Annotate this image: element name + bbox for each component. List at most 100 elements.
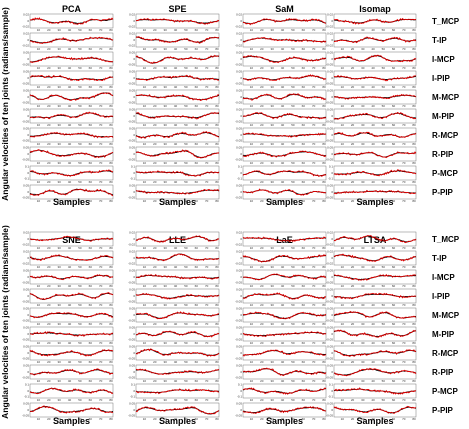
x-tick-label: 40: [371, 379, 375, 383]
x-tick-label: 10: [250, 379, 254, 383]
x-tick-label: 40: [68, 104, 72, 108]
x-tick-label: 60: [392, 265, 396, 269]
x-tick-label: 30: [270, 28, 274, 32]
x-tick-label: 50: [382, 341, 386, 345]
x-tick-label: 70: [402, 161, 406, 165]
x-tick-label: 70: [312, 398, 316, 402]
x-tick-label: 20: [260, 303, 264, 307]
x-tick-label: 70: [312, 303, 316, 307]
y-tick-label: 0: [331, 38, 333, 42]
subplot-frame: [29, 402, 114, 418]
x-tick-label: 40: [174, 284, 178, 288]
estimated-series-line: [242, 236, 327, 243]
y-tick-label: -0.05: [128, 357, 135, 361]
subplot-frame: [135, 70, 220, 86]
estimated-series-line: [29, 368, 114, 376]
y-tick-label: -0.05: [326, 281, 333, 285]
x-tick-label: 80: [215, 417, 219, 421]
x-tick-label: 10: [37, 284, 41, 288]
y-tick-label: 0.05: [23, 89, 29, 93]
estimated-series-line: [135, 188, 220, 195]
y-tick-label: 0.02: [236, 32, 242, 36]
joint-label-p-pip: P-PIP: [432, 406, 454, 415]
x-tick-label: 60: [392, 161, 396, 165]
x-tick-label: 70: [205, 47, 209, 51]
x-tick-label: 60: [302, 360, 306, 364]
y-tick-label: 0.05: [327, 288, 333, 292]
x-tick-label: 60: [89, 104, 93, 108]
x-tick-label: 50: [78, 104, 82, 108]
estimated-series-line: [135, 170, 220, 177]
x-tick-label: 10: [143, 360, 147, 364]
subplot-frame: [242, 165, 327, 181]
subplot-frame: [242, 13, 327, 29]
x-tick-label: 30: [163, 398, 167, 402]
x-tick-label: 50: [184, 322, 188, 326]
y-tick-label: -0.02: [22, 262, 29, 266]
x-tick-label: 60: [302, 66, 306, 70]
x-tick-label: 80: [215, 284, 219, 288]
x-tick-label: 20: [153, 398, 157, 402]
x-tick-label: 30: [361, 161, 365, 165]
y-tick-label: -0.05: [326, 63, 333, 67]
y-tick-label: -0.02: [235, 243, 242, 247]
subplot-frame: [333, 70, 417, 86]
x-tick-label: 40: [281, 265, 285, 269]
x-tick-label: 80: [322, 398, 326, 402]
x-tick-label: 20: [351, 246, 355, 250]
x-tick-label: 70: [99, 379, 103, 383]
y-tick-label: 0: [331, 294, 333, 298]
x-tick-label: 70: [312, 66, 316, 70]
y-tick-label: -0.02: [22, 44, 29, 48]
x-tick-label: 80: [215, 265, 219, 269]
y-tick-label: -0.02: [326, 44, 333, 48]
method-title-ltsa: LTSA: [364, 235, 387, 245]
x-tick-label: 20: [47, 85, 51, 89]
x-tick-label: 20: [47, 161, 51, 165]
y-tick-label: 0: [27, 19, 29, 23]
y-tick-label: 0.05: [236, 364, 242, 368]
y-tick-label: 0.02: [327, 32, 333, 36]
x-tick-label: 60: [89, 322, 93, 326]
x-tick-label: 30: [270, 265, 274, 269]
x-tick-label: 20: [351, 265, 355, 269]
y-tick-label: 0.05: [236, 345, 242, 349]
x-tick-label: 50: [78, 360, 82, 364]
x-tick-label: 40: [371, 199, 375, 203]
x-tick-label: 40: [281, 398, 285, 402]
x-tick-label: 10: [341, 66, 345, 70]
y-tick-label: 0.05: [236, 269, 242, 273]
x-tick-label: 10: [37, 104, 41, 108]
estimated-series-line: [333, 367, 417, 377]
y-tick-label: 0: [27, 370, 29, 374]
method-title-sne: SNE: [62, 235, 81, 245]
y-tick-label: 0: [240, 313, 242, 317]
y-tick-label: -0.02: [235, 44, 242, 48]
x-tick-label: 80: [109, 246, 113, 250]
y-tick-label: 0.02: [327, 231, 333, 235]
x-tick-label: 20: [351, 417, 355, 421]
x-tick-label: 80: [412, 161, 416, 165]
subplot-frame: [242, 89, 327, 105]
x-tick-label: 70: [402, 379, 406, 383]
x-tick-label: 60: [195, 398, 199, 402]
x-tick-label: 10: [250, 123, 254, 127]
subplot-frame: [29, 146, 114, 162]
y-tick-label: 0.05: [327, 307, 333, 311]
x-tick-label: 20: [351, 28, 355, 32]
estimated-series-line: [135, 348, 220, 357]
x-tick-label: 20: [351, 104, 355, 108]
x-tick-label: 80: [109, 303, 113, 307]
x-tick-label: 10: [37, 303, 41, 307]
estimated-series-line: [29, 92, 114, 101]
x-tick-label: 80: [322, 142, 326, 146]
x-tick-label: 50: [291, 142, 295, 146]
x-tick-label: 10: [37, 360, 41, 364]
subplot-frame: [242, 127, 327, 143]
y-tick-label: 0.05: [129, 402, 135, 406]
x-tick-label: 50: [382, 199, 386, 203]
y-tick-label: 0: [133, 294, 135, 298]
y-tick-label: -0.05: [22, 101, 29, 105]
actual-series-line: [29, 112, 114, 119]
x-tick-label: 70: [312, 142, 316, 146]
